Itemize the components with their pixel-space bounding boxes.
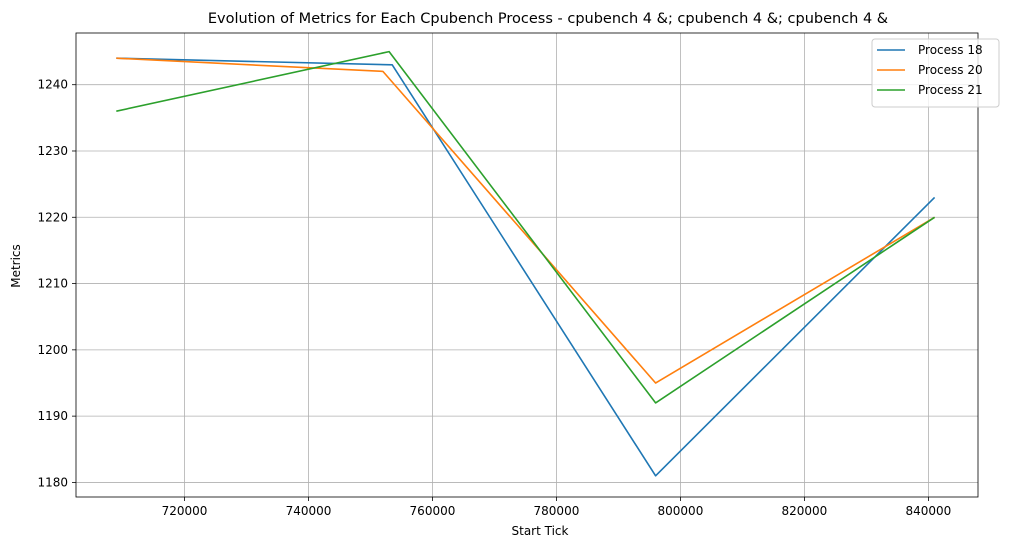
x-axis-label: Start Tick: [512, 524, 569, 538]
legend-label: Process 20: [918, 63, 983, 77]
series-lines: [116, 50, 936, 477]
chart-title: Evolution of Metrics for Each Cpubench P…: [208, 11, 888, 27]
x-tick-label: 840000: [905, 504, 951, 518]
series-line-process-21: [116, 50, 936, 404]
y-tick-label: 1230: [37, 144, 68, 158]
y-axis-ticks: 1180 1190 1200 1210 1220 1230 1240: [37, 78, 76, 489]
y-tick-label: 1200: [37, 343, 68, 357]
y-axis-label: Metrics: [9, 244, 23, 288]
legend-label: Process 21: [918, 83, 983, 97]
series-line-process-18: [116, 57, 936, 477]
x-tick-label: 800000: [658, 504, 704, 518]
x-tick-label: 740000: [286, 504, 332, 518]
grid: [76, 33, 978, 497]
y-tick-label: 1220: [37, 210, 68, 224]
x-tick-label: 780000: [534, 504, 580, 518]
y-tick-label: 1210: [37, 277, 68, 291]
plot-area: [76, 33, 978, 497]
x-tick-label: 720000: [162, 504, 208, 518]
y-tick-label: 1240: [37, 78, 68, 92]
series-line-process-20: [116, 57, 936, 384]
y-tick-label: 1190: [37, 409, 68, 423]
x-tick-label: 760000: [410, 504, 456, 518]
legend: Process 18 Process 20 Process 21: [871, 38, 1000, 108]
x-axis-ticks: 720000 740000 760000 780000 800000 820000 8400…: [162, 497, 951, 518]
x-tick-label: 820000: [782, 504, 828, 518]
y-tick-label: 1180: [37, 475, 68, 489]
plot-frame: [75, 32, 979, 498]
legend-label: Process 18: [918, 43, 983, 57]
